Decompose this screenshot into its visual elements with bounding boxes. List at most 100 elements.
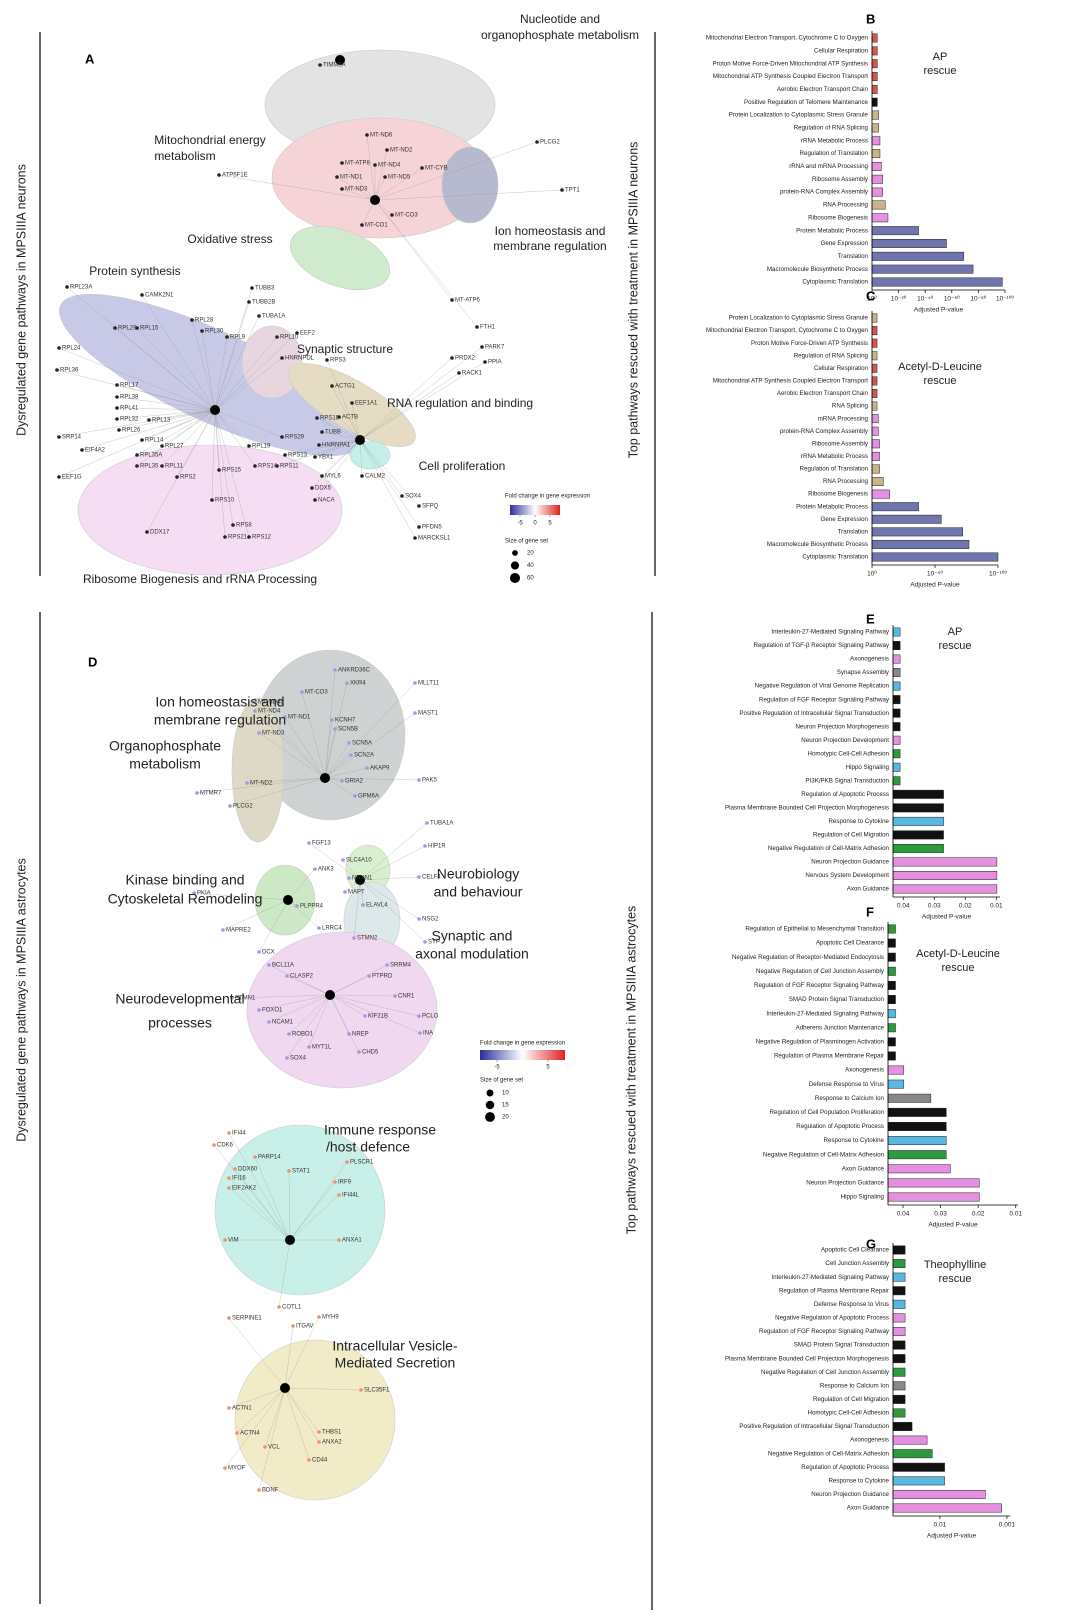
edge (314, 439, 361, 458)
edge (176, 409, 216, 478)
node (217, 468, 221, 472)
node (347, 876, 351, 880)
node-label: RPL32 (120, 417, 139, 423)
node-label: NACA (318, 498, 335, 504)
node-label: IRF9 (338, 1180, 352, 1186)
node-label: MT-ND1 (340, 175, 363, 181)
node-label: RPL13 (152, 418, 171, 424)
node (393, 994, 397, 998)
category-label: RNA Splicing (832, 403, 869, 410)
node-label: ITGAV (296, 1324, 314, 1330)
network-edges (56, 59, 563, 1491)
hub-node (283, 895, 293, 905)
node-label: BDNF (262, 1488, 279, 1494)
node (343, 890, 347, 894)
node-label: CALM2 (365, 474, 386, 480)
node (340, 779, 344, 783)
node (363, 1014, 367, 1018)
bar (871, 451, 880, 461)
node (227, 1316, 231, 1320)
bar (887, 1093, 932, 1103)
category-label: RNA Processing (823, 202, 869, 209)
bar (892, 1299, 906, 1309)
decoration (39, 32, 656, 1610)
node (267, 963, 271, 967)
category-label: Negative Regulation of Cell-Matrix Adhes… (763, 1151, 885, 1158)
node (425, 821, 429, 825)
node (417, 778, 421, 782)
category-label: Protein Metabolic Process (796, 503, 868, 510)
cluster-label: Cytoskeletal Remodeling (108, 891, 263, 907)
bar (887, 952, 896, 962)
size-label: 60 (527, 576, 534, 582)
bar (892, 1245, 906, 1255)
hub-node (320, 773, 330, 783)
x-tick-label: 10⁻²⁰ (891, 295, 907, 303)
node-label: SCN5A (352, 741, 372, 747)
node-label: MARCKSL1 (418, 536, 451, 542)
node (135, 326, 139, 330)
node (247, 535, 251, 539)
category-label: Proton Motive Force-Driven Mitochondrial… (712, 60, 868, 67)
node (275, 464, 279, 468)
bar (871, 251, 965, 261)
node-label: TUBB2B (252, 300, 275, 306)
x-tick-label: 10⁰ (867, 295, 877, 303)
bar (871, 136, 881, 146)
node (317, 926, 321, 930)
cluster-label: axonal modulation (415, 946, 529, 962)
bar (887, 1065, 905, 1075)
edge (228, 1132, 291, 1241)
edge (359, 361, 486, 441)
edge (359, 439, 416, 539)
node-label: PRDX2 (455, 356, 476, 362)
edge (214, 301, 250, 411)
edge (264, 1387, 286, 1448)
node-label: RPL24 (62, 346, 81, 352)
category-label: SMAD Protein Signal Transduction (794, 1342, 890, 1349)
node (560, 188, 564, 192)
node-label: ELAVL4 (366, 903, 388, 909)
edge (284, 1325, 294, 1389)
node (253, 464, 257, 468)
category-label: Positive Regulation of Intracellular Sig… (739, 710, 889, 717)
category-label: Hippo Signaling (846, 764, 890, 771)
size-key (485, 1112, 495, 1122)
hub-node (285, 1235, 295, 1245)
edge (254, 710, 326, 779)
category-label: Axonogenesis (850, 656, 889, 663)
cluster-label: processes (148, 1015, 212, 1031)
bar (887, 1023, 896, 1033)
node (349, 753, 353, 757)
edge (214, 332, 298, 411)
node (147, 418, 151, 422)
bar (887, 1192, 980, 1202)
node (359, 1388, 363, 1392)
node-label: COTL1 (282, 1305, 302, 1311)
node-label: MT-ATP6 (455, 298, 481, 304)
cluster-label: Synaptic structure (297, 342, 393, 356)
cluster-label: Synaptic and (432, 928, 513, 944)
node-label: FTH1 (480, 325, 496, 331)
edge (218, 174, 376, 201)
edge (228, 1317, 286, 1389)
node-label: ROBO1 (292, 1032, 314, 1038)
node (320, 474, 324, 478)
edge (136, 409, 216, 456)
bar (887, 1122, 947, 1131)
edge (318, 439, 361, 446)
node (245, 781, 249, 785)
category-label: Nervous System Development (805, 872, 889, 879)
node-label: INA (423, 1031, 433, 1037)
bar (871, 213, 889, 223)
node-label: TIMM8A (323, 63, 346, 69)
node-label: PPIA (488, 360, 502, 366)
node-label: TUBB (325, 430, 341, 436)
bar (892, 654, 901, 664)
node-label: CAMK2N1 (145, 293, 174, 299)
cluster-label: Kinase binding and (125, 872, 244, 888)
bar (887, 966, 896, 976)
node-label: DDX5 (315, 486, 332, 492)
node-label: FOXO1 (262, 1008, 283, 1014)
node (210, 498, 214, 502)
